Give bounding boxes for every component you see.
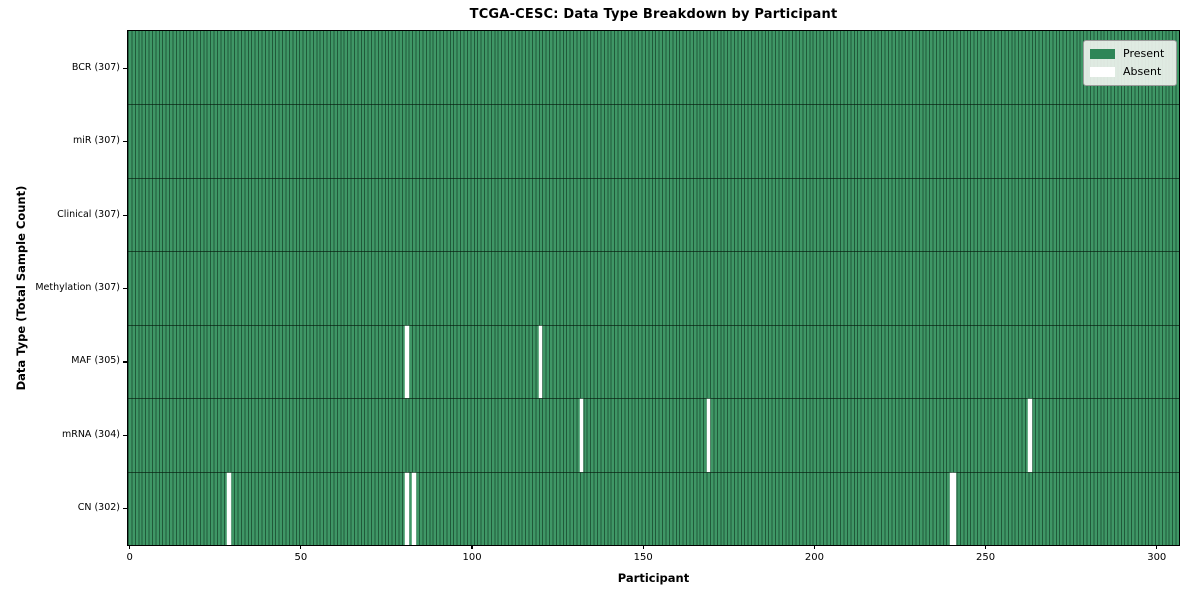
x-axis-tick xyxy=(1156,545,1158,549)
absent-cell xyxy=(412,472,416,545)
y-axis-tick xyxy=(123,141,128,143)
y-tick-label: MAF (305) xyxy=(71,355,120,367)
y-tick-label: CN (302) xyxy=(77,502,120,514)
y-tick-label: Clinical (307) xyxy=(57,208,120,220)
heatmap-row-methylation xyxy=(128,251,1179,325)
x-tick-label: 150 xyxy=(633,552,653,563)
y-axis-tick xyxy=(123,67,128,69)
legend: Present Absent xyxy=(1083,40,1177,86)
absent-cell xyxy=(579,399,584,472)
x-axis-tick xyxy=(984,545,987,549)
absent-cell xyxy=(949,472,954,545)
axes: BCR (307) miR (307) Clinical (307) Methylat… xyxy=(35,29,1180,563)
plot-area xyxy=(128,31,1179,545)
x-axis-tick xyxy=(813,545,815,549)
absent-cell xyxy=(405,472,409,545)
absent-cell xyxy=(227,472,231,545)
y-axis-tick xyxy=(123,434,128,437)
x-axis-tick xyxy=(300,545,302,549)
x-axis-tick xyxy=(642,545,644,549)
absent-cell xyxy=(1028,399,1032,472)
heatmap-row-bcr xyxy=(128,31,1179,104)
absent-cell xyxy=(953,472,957,545)
absent-cell xyxy=(538,325,543,399)
absent-cell xyxy=(405,325,409,399)
y-axis-tick xyxy=(123,508,128,510)
y-tick-label: miR (307) xyxy=(72,135,120,147)
x-axis-tick xyxy=(129,545,131,549)
x-tick-label: 300 xyxy=(1147,552,1167,563)
absent-swatch-icon xyxy=(1090,67,1115,77)
y-axis-tick xyxy=(123,214,128,216)
legend-entry-absent: Absent xyxy=(1090,64,1170,80)
heatmap-row-maf xyxy=(128,324,1179,399)
present-swatch-icon xyxy=(1090,49,1115,59)
x-tick-label: 100 xyxy=(462,552,482,563)
y-axis-tick xyxy=(123,361,128,363)
y-axis-tick xyxy=(123,288,128,290)
heatmap-row-clinical xyxy=(128,177,1179,252)
absent-cell xyxy=(706,399,710,472)
x-axis-tick xyxy=(471,545,473,549)
y-tick-label: Methylation (307) xyxy=(35,282,120,293)
legend-entry-present: Present xyxy=(1090,46,1170,62)
heatmap-row-cn xyxy=(128,471,1179,545)
chart-title: TCGA-CESC: Data Type Breakdown by Partic… xyxy=(469,7,838,22)
heatmap-row-mir xyxy=(128,104,1179,178)
x-tick-label: 200 xyxy=(804,552,824,563)
x-axis-label: Participant xyxy=(617,571,690,585)
x-tick-label: 50 xyxy=(294,552,308,563)
x-tick-label: 0 xyxy=(126,552,133,563)
legend-label-present: Present xyxy=(1123,47,1165,60)
legend-label-absent: Absent xyxy=(1123,65,1162,78)
x-tick-label: 250 xyxy=(976,552,996,563)
y-tick-label: mRNA (304) xyxy=(61,428,120,440)
heatmap-row-mrna xyxy=(128,398,1179,472)
y-tick-label: BCR (307) xyxy=(71,61,120,73)
